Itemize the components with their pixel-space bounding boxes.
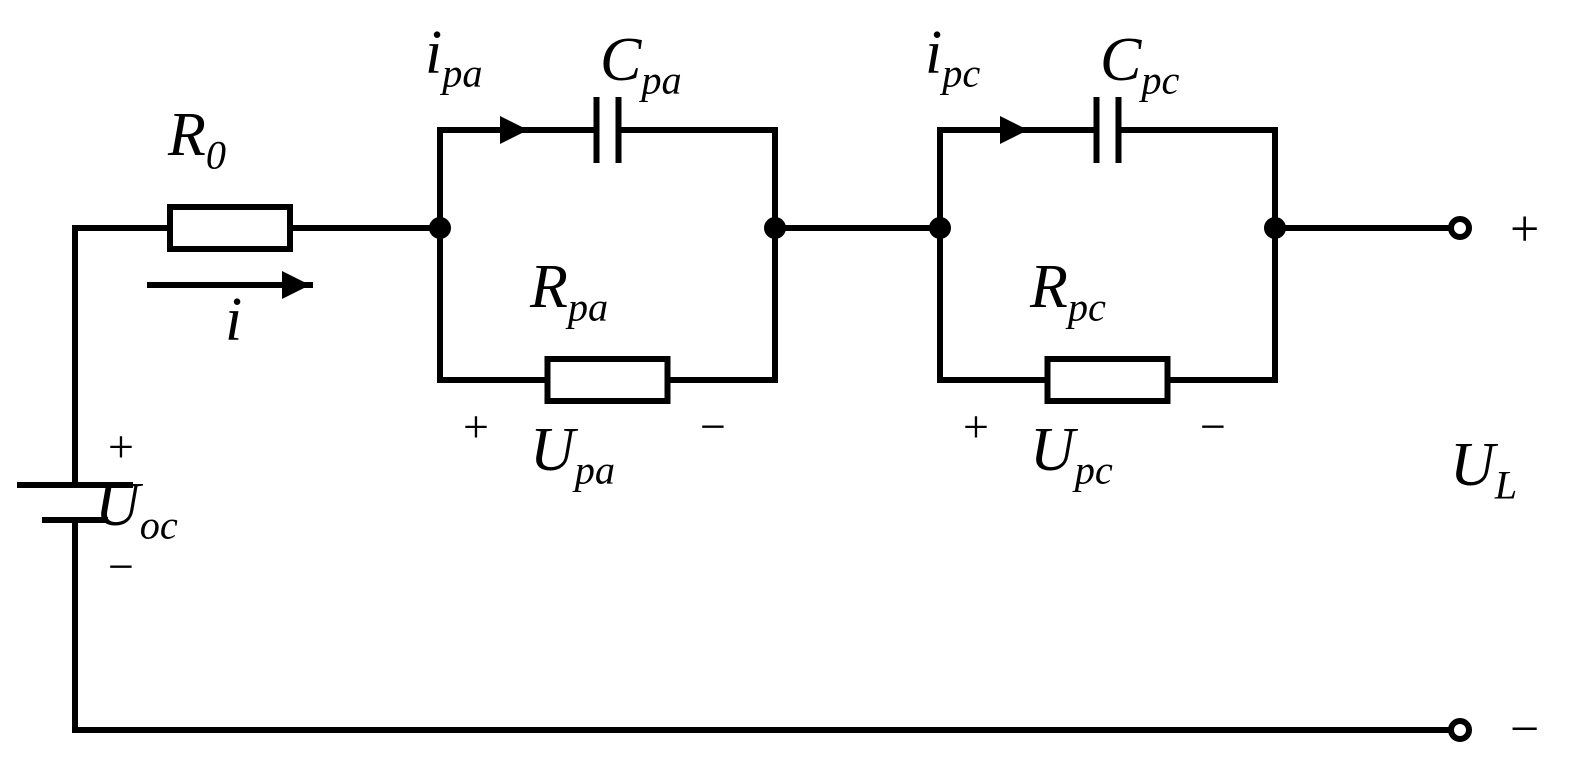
label-ipa: ipa [425, 18, 483, 96]
label-Uoc: Uoc [95, 470, 178, 548]
label-R0: R0 [168, 100, 226, 178]
label-ipc: ipc [925, 18, 980, 96]
circuit-svg [0, 0, 1578, 778]
ul-minus: − [1510, 700, 1539, 759]
upa-plus: + [463, 400, 489, 453]
label-Upa: Upa [530, 415, 615, 493]
label-UL: UL [1450, 430, 1517, 508]
label-Rpa: Rpa [530, 252, 608, 330]
upc-minus: − [1200, 400, 1226, 453]
uoc-plus: + [108, 420, 134, 473]
uoc-minus: − [108, 540, 134, 593]
upa-minus: − [700, 400, 726, 453]
label-Upc: Upc [1030, 415, 1113, 493]
label-Cpc: Cpc [1100, 25, 1179, 103]
label-i: i [225, 285, 242, 356]
upc-plus: + [963, 400, 989, 453]
label-Cpa: Cpa [600, 25, 682, 103]
ul-plus: + [1510, 200, 1539, 259]
label-Rpc: Rpc [1030, 252, 1106, 330]
